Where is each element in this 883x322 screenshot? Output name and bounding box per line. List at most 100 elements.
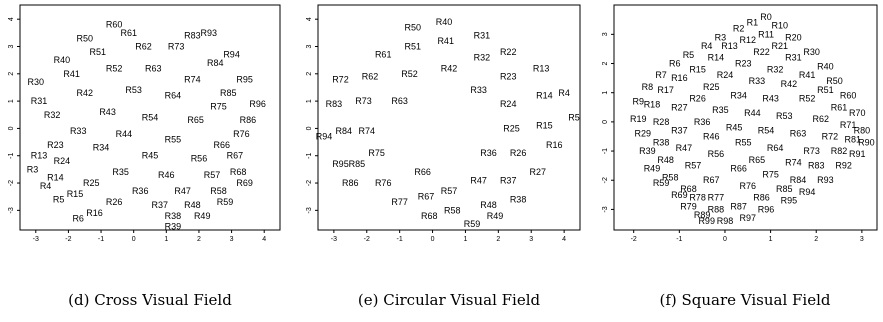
point-label-r3: R3: [715, 32, 727, 42]
point-label-r31: R31: [474, 31, 491, 41]
point-label-r94: R94: [799, 187, 816, 197]
axis-ticks: -3 -2 -1 0 1 2 3 4 -3 -2 -1 0 1 2 3 4: [306, 17, 566, 243]
point-label-r69: R69: [671, 190, 688, 200]
point-label-r10: R10: [771, 21, 788, 31]
point-label-r68: R68: [680, 184, 697, 194]
point-label-r35: R35: [712, 105, 729, 115]
point-label-r5: R5: [568, 113, 580, 123]
point-label-r25: R25: [503, 123, 520, 133]
point-label-r33: R33: [70, 126, 87, 136]
point-label-r43: R43: [762, 94, 779, 104]
point-label-r32: R32: [474, 52, 491, 62]
point-label-r65: R65: [187, 115, 204, 125]
point-label-r74: R74: [184, 74, 201, 84]
point-label-r97: R97: [740, 213, 757, 223]
point-label-r15: R15: [67, 189, 84, 199]
point-label-r67: R67: [227, 151, 244, 161]
point-label-r86: R86: [342, 178, 359, 188]
point-label-r53: R53: [776, 111, 793, 121]
point-label-r52: R52: [401, 69, 418, 79]
point-label-r66: R66: [214, 140, 231, 150]
y-tick-label: 0: [602, 120, 609, 124]
point-label-r50: R50: [76, 33, 93, 43]
point-label-r37: R37: [500, 175, 517, 185]
point-label-r93: R93: [817, 175, 834, 185]
panel-caption: (f) Square Visual Field: [659, 291, 830, 309]
point-label-r71: R71: [840, 120, 857, 130]
x-tick-label: 2: [496, 236, 500, 243]
point-label-r40: R40: [54, 55, 71, 65]
point-label-r73: R73: [355, 96, 372, 106]
point-label-r41: R41: [799, 70, 816, 80]
x-tick-label: -1: [397, 236, 403, 243]
plot-frame: [317, 4, 581, 231]
point-label-r51: R51: [817, 85, 834, 95]
point-label-r58: R58: [662, 172, 679, 182]
point-label-r87: R87: [730, 201, 747, 211]
point-label-r35: R35: [112, 167, 129, 177]
point-label-r42: R42: [76, 88, 93, 98]
x-tick-label: -3: [33, 236, 39, 243]
point-label-r99: R99: [698, 216, 715, 226]
point-label-r16: R16: [546, 140, 563, 150]
point-labels: R50 R40 R31 R51 R41 R22 R61 R32 R42 R13 R52 R62 R72 R…: [316, 17, 580, 229]
y-tick-label: -3: [602, 206, 609, 212]
point-label-r50: R50: [405, 22, 422, 32]
y-tick-label: 1: [306, 99, 313, 103]
point-label-r23: R23: [47, 140, 64, 150]
point-label-r45: R45: [142, 151, 159, 161]
point-label-r32: R32: [767, 64, 784, 74]
point-label-r85: R85: [776, 184, 793, 194]
y-tick-label: -2: [602, 177, 609, 183]
point-label-r89: R89: [694, 210, 711, 220]
point-label-r64: R64: [165, 91, 182, 101]
point-label-r62: R62: [813, 114, 830, 124]
x-tick-label: -3: [331, 236, 337, 243]
point-label-r13: R13: [721, 41, 738, 51]
point-label-r48: R48: [184, 200, 201, 210]
x-tick-label: -1: [676, 236, 682, 243]
point-label-r66: R66: [730, 164, 747, 174]
point-label-r4: R4: [701, 41, 713, 51]
y-tick-label: -3: [8, 207, 15, 213]
point-label-r73: R73: [168, 42, 185, 52]
point-label-r76: R76: [740, 181, 757, 191]
point-label-r18: R18: [644, 99, 661, 109]
point-label-r4: R4: [558, 88, 570, 98]
point-label-r22: R22: [500, 47, 517, 57]
y-tick-label: -3: [306, 207, 313, 213]
y-tick-label: 3: [602, 32, 609, 36]
point-label-r39: R39: [165, 222, 182, 232]
point-label-r7: R7: [655, 70, 667, 80]
point-label-r59: R59: [217, 197, 234, 207]
point-label-r62: R62: [362, 72, 379, 82]
point-label-r53: R53: [125, 85, 142, 95]
point-label-r68: R68: [230, 167, 247, 177]
point-label-r6: R6: [669, 59, 681, 69]
x-tick-label: 0: [132, 236, 136, 243]
point-label-r84: R84: [335, 126, 352, 136]
point-label-r20: R20: [785, 32, 802, 42]
point-label-r44: R44: [744, 108, 761, 118]
x-tick-label: 4: [262, 236, 266, 243]
point-label-r36: R36: [480, 148, 497, 158]
point-label-r25: R25: [83, 178, 100, 188]
y-tick-label: 2: [8, 72, 15, 76]
point-label-r49: R49: [487, 211, 504, 221]
point-label-r51: R51: [90, 47, 107, 57]
point-label-r57: R57: [204, 170, 221, 180]
point-label-r31: R31: [31, 96, 48, 106]
point-label-r74: R74: [359, 126, 376, 136]
plot-frame: [613, 4, 878, 231]
point-label-r19: R19: [630, 114, 647, 124]
axis-ticks: -3 -2 -1 0 1 2 3 4 -3 -2 -1 0 1 2 3 4: [8, 17, 266, 243]
point-label-r84: R84: [790, 175, 807, 185]
point-label-r95: R95: [332, 159, 349, 169]
x-tick-label: 2: [197, 236, 201, 243]
point-label-r77: R77: [708, 193, 725, 203]
point-label-r23: R23: [500, 72, 517, 82]
point-label-r15: R15: [536, 121, 553, 131]
point-label-r57: R57: [685, 161, 702, 171]
